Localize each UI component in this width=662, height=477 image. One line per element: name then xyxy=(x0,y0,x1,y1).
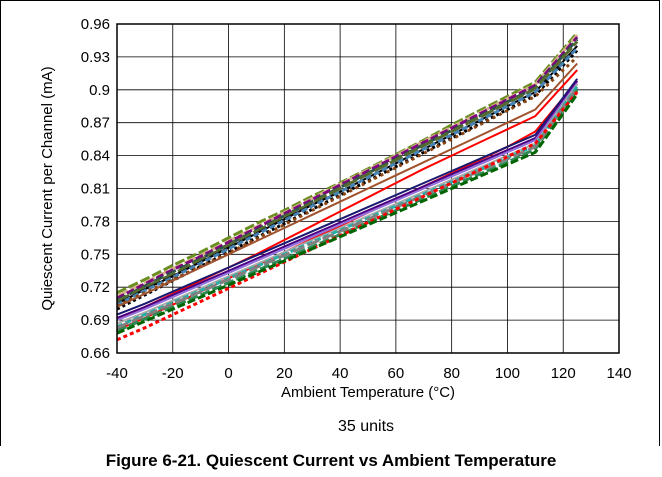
y-tick-label: 0.72 xyxy=(81,279,110,296)
y-axis-label: Quiescent Current per Channel (mA) xyxy=(39,66,56,310)
x-tick-label: 80 xyxy=(443,365,460,382)
series-line xyxy=(116,55,579,308)
x-tick-label: 0 xyxy=(224,365,232,382)
series-line xyxy=(116,83,579,325)
series-line xyxy=(116,82,579,322)
x-tick-label: 120 xyxy=(551,365,576,382)
figure-caption: Figure 6-21. Quiescent Current vs Ambien… xyxy=(105,451,557,470)
plot-area-border xyxy=(116,23,620,354)
series-lines xyxy=(116,31,579,342)
series-line xyxy=(116,86,579,330)
series-line xyxy=(116,40,579,303)
series-line xyxy=(116,36,579,300)
y-tick-label: 0.66 xyxy=(81,345,110,362)
series-line xyxy=(116,78,579,316)
x-axis-label: Ambient Temperature (°C) xyxy=(281,384,455,401)
x-tick-label: -20 xyxy=(162,365,184,382)
y-tick-label: 0.75 xyxy=(81,246,110,263)
y-tick-label: 0.69 xyxy=(81,312,110,329)
series-line xyxy=(116,80,578,331)
y-tick-label: 0.81 xyxy=(81,181,110,198)
y-tick-label: 0.78 xyxy=(81,213,110,230)
y-tick-label: 0.87 xyxy=(81,115,110,132)
x-tick-label: 60 xyxy=(388,365,405,382)
series-line xyxy=(116,47,579,307)
y-tick-label: 0.84 xyxy=(81,148,110,165)
x-tick-label: 20 xyxy=(276,365,293,382)
x-tick-label: 140 xyxy=(606,365,631,382)
y-tick-labels: 0.66 0.69 0.72 0.75 0.78 0.81 0.84 0.87 0.9 0.93 0… xyxy=(81,16,110,362)
series-line xyxy=(116,93,579,335)
x-tick-label: -40 xyxy=(106,365,128,382)
x-tick-label: 100 xyxy=(495,365,520,382)
x-tick-labels: -40 -20 0 20 40 60 80 100 120 140 xyxy=(106,365,631,382)
y-tick-label: 0.96 xyxy=(81,16,110,33)
y-tick-label: 0.93 xyxy=(81,49,110,66)
series-line xyxy=(116,80,579,319)
series-line xyxy=(116,69,578,322)
y-tick-label: 0.9 xyxy=(89,82,110,99)
x-tick-label: 40 xyxy=(332,365,349,382)
series-line xyxy=(116,62,578,308)
units-annotation: 35 units xyxy=(338,418,394,435)
